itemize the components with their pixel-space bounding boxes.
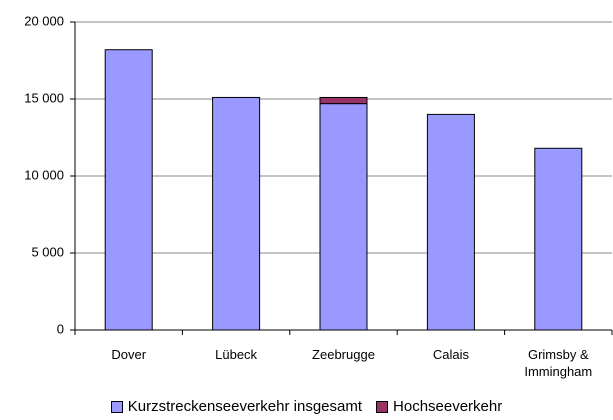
y-tick-label: 15 000 [24, 90, 64, 105]
bar-segment [319, 96, 368, 105]
x-tick-label: Grimsby & Immingham [524, 347, 593, 379]
y-tick-label: 10 000 [24, 167, 64, 182]
legend-item: Kurzstreckenseeverkehr insgesamt [110, 398, 363, 415]
bar-segment [426, 113, 475, 331]
legend-swatch [376, 400, 389, 413]
legend-item: Hochseeverkehr [376, 398, 502, 415]
x-tick-label: Zeebrugge [312, 347, 375, 362]
bar-segment [534, 147, 583, 331]
bar-segment [104, 49, 153, 331]
legend: Kurzstreckenseeverkehr insgesamt Hochseev… [0, 398, 613, 415]
bar-segment [319, 103, 368, 331]
legend-label: Hochseeverkehr [393, 398, 503, 415]
legend-swatch [110, 400, 123, 413]
x-tick-label: Lübeck [215, 347, 258, 362]
x-tick-label: Calais [432, 347, 469, 362]
y-tick-label: 20 000 [24, 13, 64, 28]
bar-segment [212, 96, 261, 331]
x-tick-label: Dover [111, 347, 147, 362]
y-tick-label: 0 [57, 321, 64, 336]
y-tick-label: 5 000 [31, 244, 64, 259]
legend-label: Kurzstreckenseeverkehr insgesamt [127, 398, 363, 415]
